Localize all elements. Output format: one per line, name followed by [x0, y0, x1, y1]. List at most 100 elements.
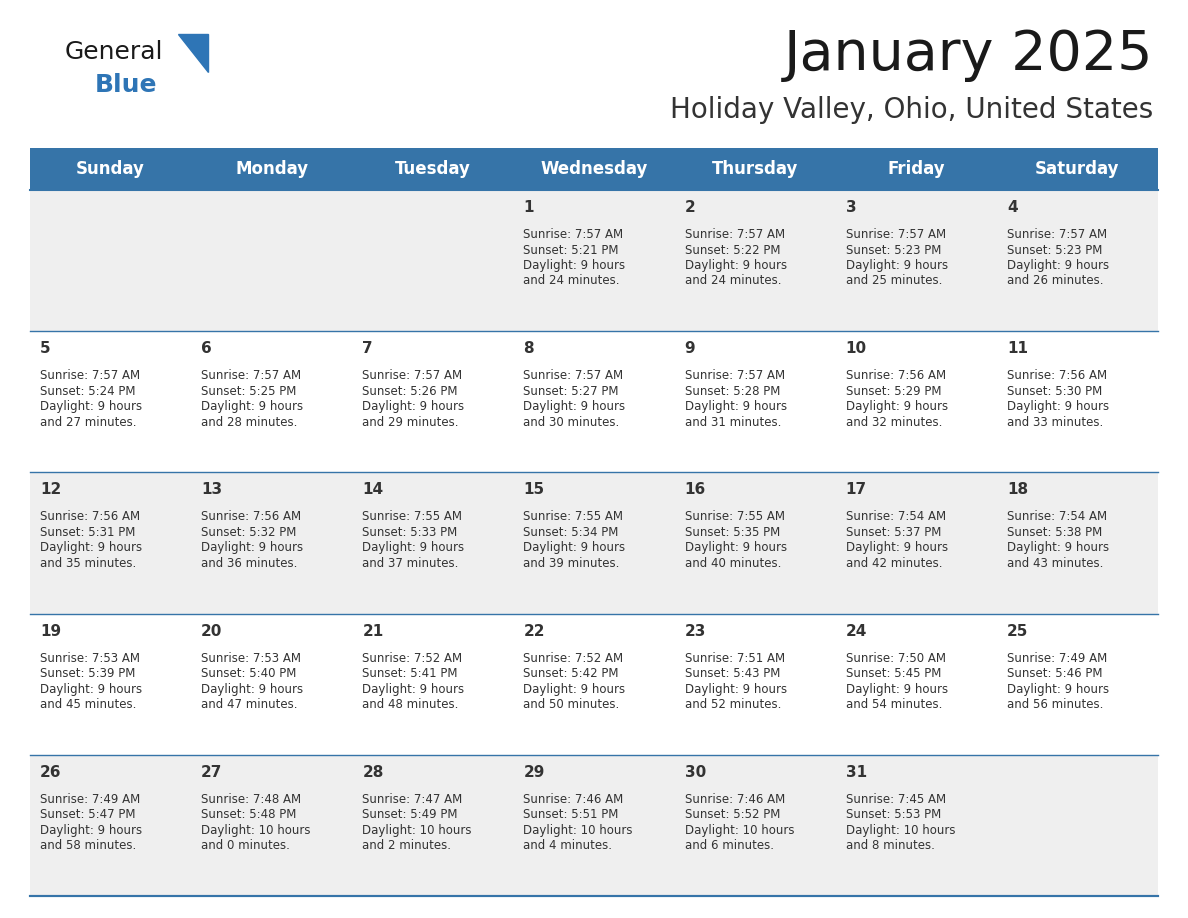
Text: Sunset: 5:23 PM: Sunset: 5:23 PM [1007, 243, 1102, 256]
Text: Sunrise: 7:51 AM: Sunrise: 7:51 AM [684, 652, 785, 665]
Text: 11: 11 [1007, 341, 1028, 356]
Text: and 45 minutes.: and 45 minutes. [40, 698, 137, 711]
Text: 10: 10 [846, 341, 867, 356]
Text: Sunset: 5:37 PM: Sunset: 5:37 PM [846, 526, 941, 539]
Text: Tuesday: Tuesday [394, 160, 470, 178]
Text: and 27 minutes.: and 27 minutes. [40, 416, 137, 429]
Bar [30, 331, 1158, 473]
Text: Sunrise: 7:46 AM: Sunrise: 7:46 AM [524, 793, 624, 806]
Text: and 36 minutes.: and 36 minutes. [201, 557, 297, 570]
Text: Daylight: 9 hours: Daylight: 9 hours [40, 400, 143, 413]
Text: Sunrise: 7:49 AM: Sunrise: 7:49 AM [1007, 652, 1107, 665]
Text: Sunset: 5:35 PM: Sunset: 5:35 PM [684, 526, 779, 539]
Text: and 30 minutes.: and 30 minutes. [524, 416, 620, 429]
Text: Sunset: 5:39 PM: Sunset: 5:39 PM [40, 667, 135, 680]
Text: Sunset: 5:51 PM: Sunset: 5:51 PM [524, 809, 619, 822]
Text: Sunset: 5:33 PM: Sunset: 5:33 PM [362, 526, 457, 539]
Text: and 42 minutes.: and 42 minutes. [846, 557, 942, 570]
Polygon shape [178, 34, 208, 72]
Text: 31: 31 [846, 765, 867, 779]
Text: Daylight: 9 hours: Daylight: 9 hours [201, 542, 303, 554]
Bar [30, 148, 1158, 190]
Text: and 39 minutes.: and 39 minutes. [524, 557, 620, 570]
Text: 12: 12 [40, 482, 62, 498]
Text: and 28 minutes.: and 28 minutes. [201, 416, 297, 429]
Text: Saturday: Saturday [1035, 160, 1119, 178]
Text: and 56 minutes.: and 56 minutes. [1007, 698, 1104, 711]
Text: and 47 minutes.: and 47 minutes. [201, 698, 298, 711]
Text: 21: 21 [362, 623, 384, 639]
Text: and 40 minutes.: and 40 minutes. [684, 557, 781, 570]
Text: and 43 minutes.: and 43 minutes. [1007, 557, 1104, 570]
Bar [30, 613, 1158, 755]
Text: 14: 14 [362, 482, 384, 498]
Text: Sunset: 5:43 PM: Sunset: 5:43 PM [684, 667, 781, 680]
Text: Daylight: 9 hours: Daylight: 9 hours [201, 400, 303, 413]
Text: Daylight: 9 hours: Daylight: 9 hours [40, 683, 143, 696]
Text: 25: 25 [1007, 623, 1029, 639]
Text: Sunrise: 7:55 AM: Sunrise: 7:55 AM [362, 510, 462, 523]
Text: Sunset: 5:42 PM: Sunset: 5:42 PM [524, 667, 619, 680]
Text: Sunset: 5:23 PM: Sunset: 5:23 PM [846, 243, 941, 256]
Text: Daylight: 9 hours: Daylight: 9 hours [846, 259, 948, 272]
Text: Sunrise: 7:56 AM: Sunrise: 7:56 AM [40, 510, 140, 523]
Text: Daylight: 9 hours: Daylight: 9 hours [40, 823, 143, 837]
Text: 4: 4 [1007, 200, 1017, 215]
Text: and 58 minutes.: and 58 minutes. [40, 839, 137, 852]
Text: and 2 minutes.: and 2 minutes. [362, 839, 451, 852]
Text: Daylight: 9 hours: Daylight: 9 hours [362, 400, 465, 413]
Text: Daylight: 9 hours: Daylight: 9 hours [1007, 400, 1108, 413]
Text: and 26 minutes.: and 26 minutes. [1007, 274, 1104, 287]
Text: 16: 16 [684, 482, 706, 498]
Text: Sunset: 5:25 PM: Sunset: 5:25 PM [201, 385, 297, 397]
Text: Sunrise: 7:53 AM: Sunrise: 7:53 AM [201, 652, 301, 665]
Text: 26: 26 [40, 765, 62, 779]
Text: and 32 minutes.: and 32 minutes. [846, 416, 942, 429]
Text: and 48 minutes.: and 48 minutes. [362, 698, 459, 711]
Text: Wednesday: Wednesday [541, 160, 647, 178]
Text: Sunrise: 7:48 AM: Sunrise: 7:48 AM [201, 793, 302, 806]
Text: 30: 30 [684, 765, 706, 779]
Text: 9: 9 [684, 341, 695, 356]
Text: Sunset: 5:47 PM: Sunset: 5:47 PM [40, 809, 135, 822]
Text: 6: 6 [201, 341, 211, 356]
Text: Sunrise: 7:57 AM: Sunrise: 7:57 AM [1007, 228, 1107, 241]
Text: Sunrise: 7:45 AM: Sunrise: 7:45 AM [846, 793, 946, 806]
Text: Daylight: 9 hours: Daylight: 9 hours [1007, 683, 1108, 696]
Text: Sunrise: 7:57 AM: Sunrise: 7:57 AM [524, 369, 624, 382]
Text: Daylight: 9 hours: Daylight: 9 hours [684, 683, 786, 696]
Text: Sunset: 5:41 PM: Sunset: 5:41 PM [362, 667, 457, 680]
Text: 29: 29 [524, 765, 545, 779]
Text: Sunset: 5:53 PM: Sunset: 5:53 PM [846, 809, 941, 822]
Text: Daylight: 9 hours: Daylight: 9 hours [524, 683, 626, 696]
Text: Sunrise: 7:53 AM: Sunrise: 7:53 AM [40, 652, 140, 665]
Text: Sunrise: 7:57 AM: Sunrise: 7:57 AM [846, 228, 946, 241]
Text: Sunrise: 7:54 AM: Sunrise: 7:54 AM [1007, 510, 1107, 523]
Text: Daylight: 9 hours: Daylight: 9 hours [201, 683, 303, 696]
Text: Sunset: 5:46 PM: Sunset: 5:46 PM [1007, 667, 1102, 680]
Text: Friday: Friday [887, 160, 946, 178]
Text: Sunrise: 7:55 AM: Sunrise: 7:55 AM [524, 510, 624, 523]
Text: Daylight: 9 hours: Daylight: 9 hours [524, 400, 626, 413]
Text: 18: 18 [1007, 482, 1028, 498]
Text: Sunrise: 7:47 AM: Sunrise: 7:47 AM [362, 793, 462, 806]
Text: Blue: Blue [95, 73, 158, 97]
Text: Holiday Valley, Ohio, United States: Holiday Valley, Ohio, United States [670, 96, 1154, 124]
Text: and 52 minutes.: and 52 minutes. [684, 698, 781, 711]
Text: 20: 20 [201, 623, 222, 639]
Text: Sunrise: 7:57 AM: Sunrise: 7:57 AM [684, 228, 785, 241]
Text: Sunset: 5:32 PM: Sunset: 5:32 PM [201, 526, 297, 539]
Text: Sunset: 5:49 PM: Sunset: 5:49 PM [362, 809, 457, 822]
Text: and 4 minutes.: and 4 minutes. [524, 839, 613, 852]
Text: Sunrise: 7:52 AM: Sunrise: 7:52 AM [524, 652, 624, 665]
Text: 3: 3 [846, 200, 857, 215]
Text: Sunset: 5:24 PM: Sunset: 5:24 PM [40, 385, 135, 397]
Text: Sunrise: 7:57 AM: Sunrise: 7:57 AM [201, 369, 302, 382]
Text: Sunrise: 7:57 AM: Sunrise: 7:57 AM [362, 369, 462, 382]
Text: Daylight: 9 hours: Daylight: 9 hours [846, 542, 948, 554]
Text: Daylight: 9 hours: Daylight: 9 hours [1007, 259, 1108, 272]
Text: Daylight: 9 hours: Daylight: 9 hours [362, 683, 465, 696]
Text: and 50 minutes.: and 50 minutes. [524, 698, 620, 711]
Text: Daylight: 9 hours: Daylight: 9 hours [684, 400, 786, 413]
Text: January 2025: January 2025 [784, 28, 1154, 82]
